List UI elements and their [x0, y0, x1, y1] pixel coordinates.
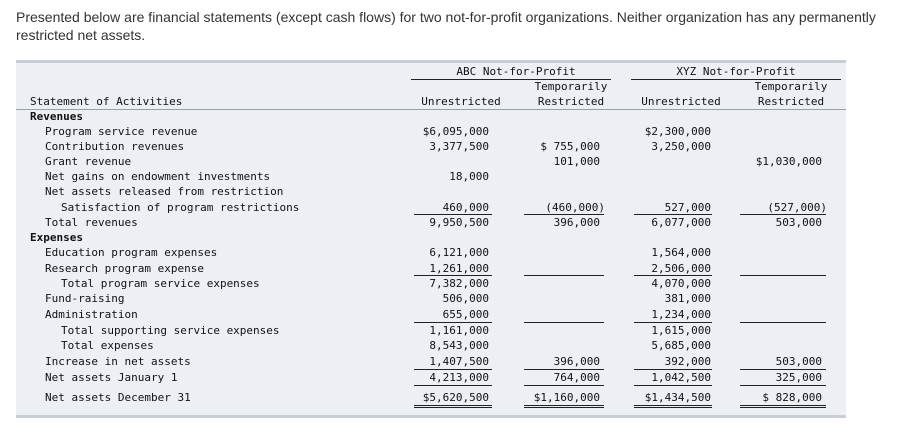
label-research: Research program expense [45, 262, 204, 275]
abc-u-total-revenues: 9,950,500 [429, 216, 489, 229]
xyz-u-increase: 392,000 [664, 355, 711, 368]
label-total-revenues: Total revenues [45, 216, 138, 229]
label-total-supporting: Total supporting service expenses [61, 324, 280, 337]
header-abc-temp1: Temporarily [534, 80, 608, 93]
intro-text: Presented below are financial statements… [16, 9, 876, 43]
xyz-t-jan1: 325,000 [775, 371, 822, 384]
abc-u-program-service-revenue: $6,095,000 [422, 125, 489, 138]
label-education: Education program expenses [45, 246, 218, 259]
abc-u-dec31: $5,620,500 [422, 391, 489, 404]
xyz-u-research: 2,506,000 [651, 262, 711, 275]
xyz-u-fundraising: 381,000 [664, 292, 711, 305]
abc-u-satisfaction: 460,000 [442, 201, 489, 214]
abc-u-administration: 655,000 [442, 308, 489, 321]
label-revenues: Revenues [30, 110, 83, 123]
table-top-border [16, 60, 846, 63]
xyz-t-total-revenues: 503,000 [775, 216, 822, 229]
abc-u-contribution-revenues: 3,377,500 [429, 140, 489, 153]
abc-u-total-expenses: 8,543,000 [429, 339, 489, 352]
header-xyz: XYZ Not-for-Profit [676, 65, 796, 78]
table-bottom-border [16, 415, 846, 418]
header-xyz-temp1: Temporarily [754, 80, 828, 93]
abc-u-fundraising: 506,000 [442, 292, 489, 305]
xyz-u-education: 1,564,000 [651, 246, 711, 259]
xyz-t-increase: 503,000 [775, 355, 822, 368]
label-total-program: Total program service expenses [61, 277, 260, 290]
statement-table: ABC Not-for-Profit XYZ Not-for-Profit Te… [16, 60, 846, 418]
abc-u-total-program: 7,382,000 [429, 277, 489, 290]
header-statement: Statement of Activities [30, 95, 183, 108]
abc-u-jan1: 4,213,000 [429, 371, 489, 384]
header-xyz-unrestricted: Unrestricted [641, 95, 721, 108]
label-administration: Administration [45, 308, 138, 321]
xyz-t-dec31: $ 828,000 [762, 391, 822, 404]
label-net-gains: Net gains on endowment investments [45, 170, 271, 183]
label-contribution-revenues: Contribution revenues [45, 140, 185, 153]
label-increase: Increase in net assets [45, 355, 191, 368]
header-abc-temp2: Restricted [537, 95, 605, 108]
abc-u-total-supporting: 1,161,000 [429, 324, 489, 337]
label-satisfaction: Satisfaction of program restrictions [61, 201, 300, 214]
abc-t-increase: 396,000 [553, 355, 600, 368]
xyz-u-satisfaction: 527,000 [664, 201, 711, 214]
abc-u-education: 6,121,000 [429, 246, 489, 259]
abc-t-jan1: 764,000 [553, 371, 600, 384]
xyz-u-contribution-revenues: 3,250,000 [651, 140, 711, 153]
abc-u-net-gains: 18,000 [449, 170, 489, 183]
xyz-t-satisfaction: (527,000) [767, 201, 827, 214]
label-jan1: Net assets January 1 [45, 371, 178, 384]
abc-t-satisfaction: (460,000) [545, 201, 605, 214]
label-released: Net assets released from restriction [45, 185, 284, 198]
xyz-u-total-supporting: 1,615,000 [651, 324, 711, 337]
abc-t-dec31: $1,160,000 [533, 391, 600, 404]
xyz-u-dec31: $1,434,500 [644, 391, 711, 404]
xyz-u-administration: 1,234,000 [651, 308, 711, 321]
label-dec31: Net assets December 31 [45, 391, 191, 404]
xyz-u-total-revenues: 6,077,000 [651, 216, 711, 229]
xyz-u-total-program: 4,070,000 [651, 277, 711, 290]
abc-t-contribution-revenues: $ 755,000 [540, 140, 600, 153]
xyz-u-jan1: 1,042,500 [651, 371, 711, 384]
header-abc: ABC Not-for-Profit [456, 65, 576, 78]
label-program-service-revenue: Program service revenue [45, 125, 198, 138]
abc-t-total-revenues: 396,000 [553, 216, 600, 229]
abc-t-grant-revenue: 101,000 [553, 155, 600, 168]
label-fundraising: Fund-raising [45, 292, 125, 305]
xyz-u-total-expenses: 5,685,000 [651, 339, 711, 352]
abc-u-research: 1,261,000 [429, 262, 489, 275]
label-expenses: Expenses [30, 231, 83, 244]
abc-u-increase: 1,407,500 [429, 355, 489, 368]
label-total-expenses: Total expenses [61, 339, 154, 352]
label-grant-revenue: Grant revenue [45, 155, 132, 168]
xyz-u-program-service-revenue: $2,300,000 [644, 125, 711, 138]
header-abc-unrestricted: Unrestricted [421, 95, 501, 108]
header-xyz-temp2: Restricted [757, 95, 825, 108]
xyz-t-grant-revenue: $1,030,000 [755, 155, 822, 168]
